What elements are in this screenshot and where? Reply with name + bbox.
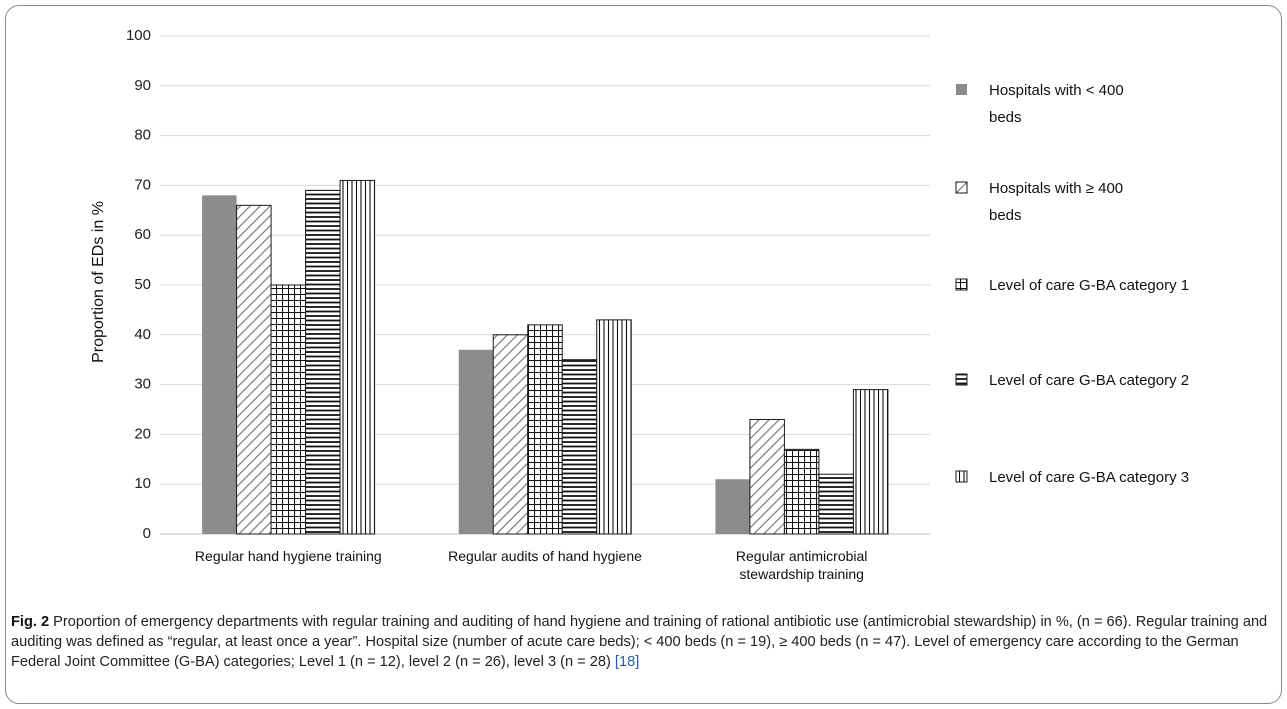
caption-text: Proportion of emergency departments with… <box>11 614 1268 670</box>
y-tick-label: 70 <box>134 176 151 193</box>
bar-chart: 0 10 20 30 40 50 60 70 80 90 100 Regular hand hygi… <box>90 27 1189 582</box>
y-tick-label: 60 <box>134 226 151 243</box>
bars <box>202 179 889 535</box>
y-axis-label: Proportion of EDs in % <box>90 201 107 363</box>
bar <box>458 349 494 534</box>
legend-swatch <box>955 373 968 386</box>
legend-label: Level of care G-BA category 3 <box>989 469 1189 486</box>
bar <box>339 179 376 535</box>
x-axis-categories: Regular hand hygiene training Regular aud… <box>195 548 867 582</box>
legend-swatch <box>955 181 968 194</box>
y-tick-label: 40 <box>134 326 151 343</box>
bar <box>492 334 529 535</box>
y-tick-label: 20 <box>134 425 151 442</box>
bar <box>527 324 563 535</box>
reference-link[interactable]: [18] <box>614 654 640 670</box>
y-tick-label: 30 <box>134 376 151 393</box>
bar <box>236 204 272 535</box>
legend-label: Level of care G-BA category 2 <box>989 372 1189 389</box>
legend-label: Hospitals with < 400 beds <box>989 82 1124 126</box>
bar <box>715 479 750 534</box>
bar <box>202 195 237 535</box>
legend: Hospitals with < 400 beds Hospitals with ≥… <box>955 82 1189 486</box>
bar <box>596 319 632 535</box>
legend-label: Hospitals with ≥ 400 beds <box>989 180 1123 224</box>
legend-swatch <box>955 278 968 291</box>
figure-caption: Fig. 2 Proportion of emergency departmen… <box>11 612 1273 672</box>
bar <box>270 284 307 535</box>
y-axis-ticks: 0 10 20 30 40 50 60 70 80 90 100 <box>126 27 151 542</box>
category-label: Regular antimicrobial stewardship trainin… <box>736 548 868 582</box>
bar <box>783 448 820 535</box>
y-tick-label: 100 <box>126 27 151 44</box>
bar <box>749 418 785 535</box>
bar <box>818 473 854 535</box>
bar <box>561 359 598 535</box>
figure-label: Fig. 2 <box>11 614 50 630</box>
y-tick-label: 80 <box>134 127 151 144</box>
bar <box>305 189 341 535</box>
legend-label: Level of care G-BA category 1 <box>989 277 1189 294</box>
category-label: Regular audits of hand hygiene <box>448 548 642 564</box>
bar <box>852 389 889 535</box>
legend-swatch <box>956 84 967 95</box>
y-tick-label: 10 <box>134 475 151 492</box>
y-tick-label: 50 <box>134 276 151 293</box>
legend-swatch <box>955 470 968 483</box>
y-tick-label: 0 <box>143 525 151 542</box>
y-tick-label: 90 <box>134 77 151 94</box>
category-label: Regular hand hygiene training <box>195 548 382 564</box>
